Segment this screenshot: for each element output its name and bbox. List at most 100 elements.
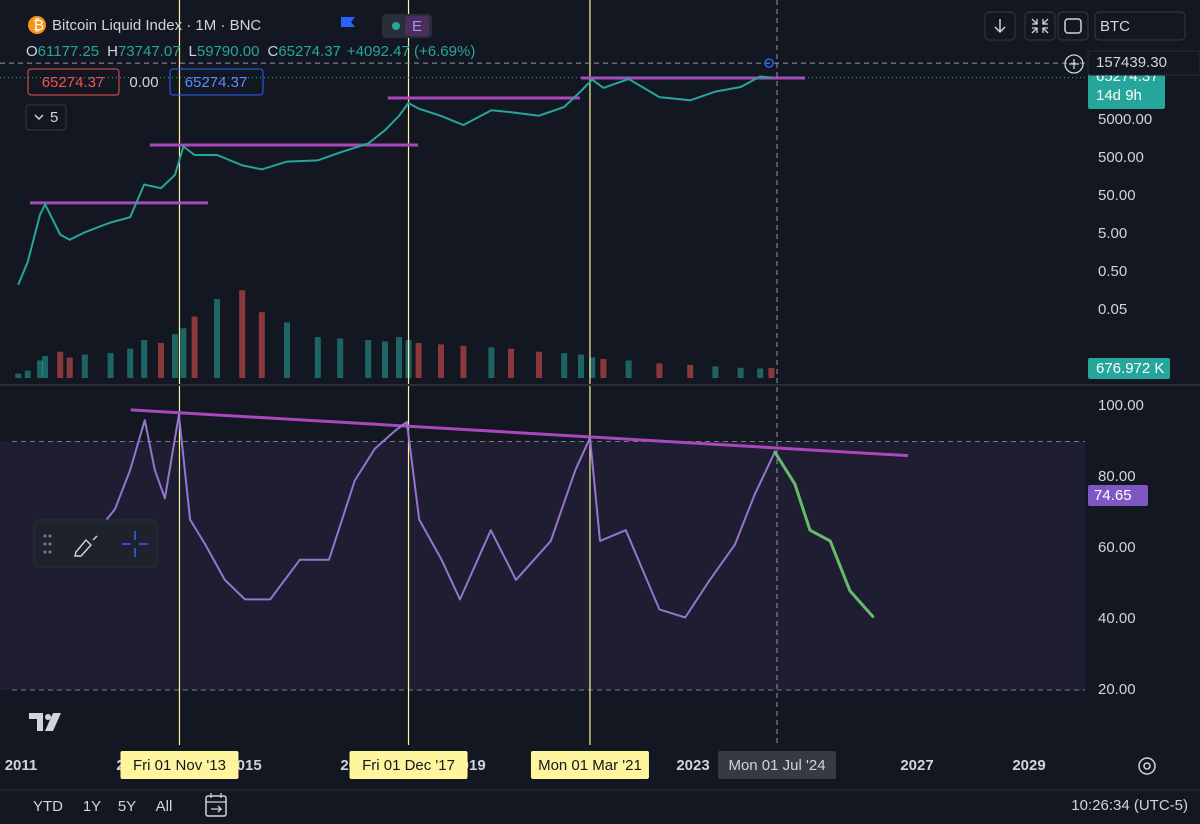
crosshair-point: [764, 58, 774, 68]
buy-box[interactable]: [169, 68, 264, 96]
price-tick-label: 0.05: [1098, 301, 1127, 318]
plus-icon: [1069, 59, 1079, 69]
rsi-tick-label: 40.00: [1098, 610, 1136, 627]
collapse-icon: [1031, 18, 1049, 34]
price-line: [17, 75, 772, 286]
rsi-projection: [773, 450, 875, 618]
volume-bar: [578, 354, 584, 378]
ohlc-value: 61177.25: [38, 43, 99, 60]
scroll-down-button[interactable]: [984, 11, 1016, 41]
plot-area: [0, 0, 1085, 745]
volume-bar: [314, 337, 321, 378]
range-button[interactable]: 5Y: [118, 798, 136, 815]
chevron-icon: [34, 114, 44, 121]
volume-bar: [284, 322, 290, 378]
flag-icon[interactable]: [341, 17, 355, 27]
volume-bar: [460, 345, 467, 378]
settings-button[interactable]: [1138, 757, 1156, 775]
rsi-tick-label: 60.00: [1098, 539, 1136, 556]
volume-label-box: [1088, 358, 1170, 379]
last-price-box: [1088, 66, 1165, 109]
ohlc-line: O61177.25 H73747.07 L59790.00 C65274.37 +409…: [26, 43, 475, 60]
rsi-label: 74.65: [1094, 487, 1132, 504]
maximize-icon: [1064, 18, 1082, 34]
ask-price[interactable]: 65274.37: [185, 74, 248, 91]
marker-date-label: Fri 01 Dec '17: [362, 757, 455, 774]
volume-bar: [107, 353, 114, 378]
symbol-title: Bitcoin Liquid Index · 1M · BNC: [52, 17, 261, 34]
rsi-band: [0, 441, 1085, 690]
volume-bar: [57, 351, 64, 378]
volume-bar: [625, 360, 632, 378]
spread: 0.00: [129, 74, 158, 91]
marker-date-label-box: [120, 751, 239, 779]
clock[interactable]: 10:26:34 (UTC-5): [1071, 797, 1188, 814]
indicators-count: 5: [50, 109, 58, 126]
price-tick-label: 500.00: [1098, 149, 1144, 166]
collapse-button[interactable]: [1024, 11, 1056, 41]
range-button[interactable]: YTD: [33, 798, 63, 815]
volume-bar: [337, 338, 344, 378]
sell-box[interactable]: [27, 68, 120, 96]
tradingview-logo: [29, 713, 61, 731]
add-alert-icon[interactable]: [1064, 54, 1084, 74]
bitcoin-icon-glyph: ₿: [33, 17, 44, 34]
arrow-down-icon: [994, 19, 1006, 34]
marker-date-label-box: [349, 751, 468, 779]
rsi-label-box: [1088, 485, 1148, 506]
x-tick-label: 2011: [5, 757, 38, 774]
maximize-button[interactable]: [1057, 11, 1089, 41]
ohlc-value: 59790.00: [197, 43, 260, 60]
ohlc-value: 73747.07: [118, 43, 181, 60]
drawing-toolbar: [33, 519, 158, 568]
volume-bar: [81, 354, 88, 378]
ohlc-key: O: [26, 43, 38, 60]
volume-bar: [488, 347, 495, 378]
crosshair-price-label: 157439.30: [1096, 54, 1167, 71]
volume-bar: [127, 348, 134, 378]
rsi-tick-label: 80.00: [1098, 468, 1136, 485]
rsi-tick-label: 20.00: [1098, 681, 1136, 698]
range-button[interactable]: 1Y: [83, 798, 101, 815]
range-button[interactable]: All: [156, 798, 173, 815]
volume-bar: [172, 334, 178, 378]
symbol-selector[interactable]: [1094, 11, 1186, 41]
crosshair-tool[interactable]: [122, 531, 148, 557]
brush-tool[interactable]: [74, 535, 98, 557]
volume-bar: [191, 316, 198, 378]
volume-bar: [768, 368, 775, 378]
range-buttons: YTD 1Y 5Y All: [33, 798, 172, 815]
date-range-button[interactable]: [205, 795, 227, 817]
ohlc-change: +4092.47 (+6.69%): [347, 43, 475, 60]
volume-bar: [561, 353, 568, 378]
volume-bar: [508, 348, 514, 378]
volume-bar: [600, 358, 607, 378]
volume-bar: [24, 370, 31, 378]
volume-bar: [737, 367, 744, 378]
volume-bar: [396, 337, 402, 378]
volume-bar: [365, 339, 372, 378]
logo-dot: [45, 714, 51, 720]
x-tick-label: 2027: [900, 757, 933, 774]
drag-handle[interactable]: [43, 534, 52, 554]
indicators-toggle[interactable]: [25, 104, 67, 131]
rsi-tick-label: 100.00: [1098, 397, 1144, 414]
volume-bar: [757, 368, 764, 378]
volume-label: 676.972 K: [1096, 360, 1164, 377]
bid-price[interactable]: 65274.37: [42, 74, 105, 91]
crosshair-price-box: [1087, 50, 1200, 76]
crosshair-date-label: Mon 01 Jul '24: [728, 757, 825, 774]
x-tick-label: 2023: [676, 757, 709, 774]
marker-date-label-box: [530, 751, 649, 779]
volume-bar: [37, 360, 44, 378]
price-tick-label: 5000.00: [1098, 111, 1152, 128]
symbol-selector-label[interactable]: BTC: [1100, 18, 1130, 35]
volume-bar: [66, 357, 73, 378]
volume-bar: [687, 364, 694, 378]
marker-date-label: Fri 01 Nov '13: [133, 757, 226, 774]
volume-bar: [42, 356, 49, 378]
price-tick-label: 5.00: [1098, 225, 1127, 242]
settings-icon: [1143, 762, 1151, 770]
price-tick-label: 50.00: [1098, 187, 1136, 204]
